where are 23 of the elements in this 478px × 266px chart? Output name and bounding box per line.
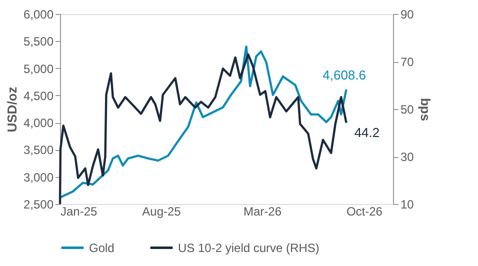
y2-tick-label: 50 — [400, 102, 414, 116]
y-tick-label: 4,500 — [23, 88, 54, 103]
y-tick-label: 2,500 — [23, 198, 54, 212]
y2-tick-label: 30 — [400, 150, 414, 164]
y-tick-label: 5,000 — [23, 62, 54, 76]
y2-tick-label: 10 — [400, 198, 414, 212]
x-tick-label: Oct-26 — [346, 204, 383, 218]
legend-label: US 10-2 yield curve (RHS) — [178, 240, 320, 255]
y2-axis-title: bps — [418, 98, 433, 122]
y-axis-title: USD/oz — [4, 86, 20, 132]
y-tick-label: 3,500 — [23, 143, 54, 158]
x-tick-label: Aug-25 — [142, 204, 182, 218]
x-tick-label: Jan-25 — [60, 204, 98, 218]
legend-label: Gold — [89, 240, 114, 255]
y-tick-label: 5,500 — [23, 34, 54, 49]
annotation: 44.2 — [354, 124, 380, 140]
y2-tick-label: 90 — [400, 8, 414, 22]
y2-tick-label: 70 — [400, 55, 414, 69]
y-tick-label: 3,000 — [23, 170, 54, 184]
annotation: 4,608.6 — [322, 68, 366, 83]
y-tick-label: 4,000 — [23, 116, 54, 130]
x-tick-label: Mar-26 — [243, 204, 282, 218]
y-tick-label: 6,000 — [23, 8, 54, 22]
